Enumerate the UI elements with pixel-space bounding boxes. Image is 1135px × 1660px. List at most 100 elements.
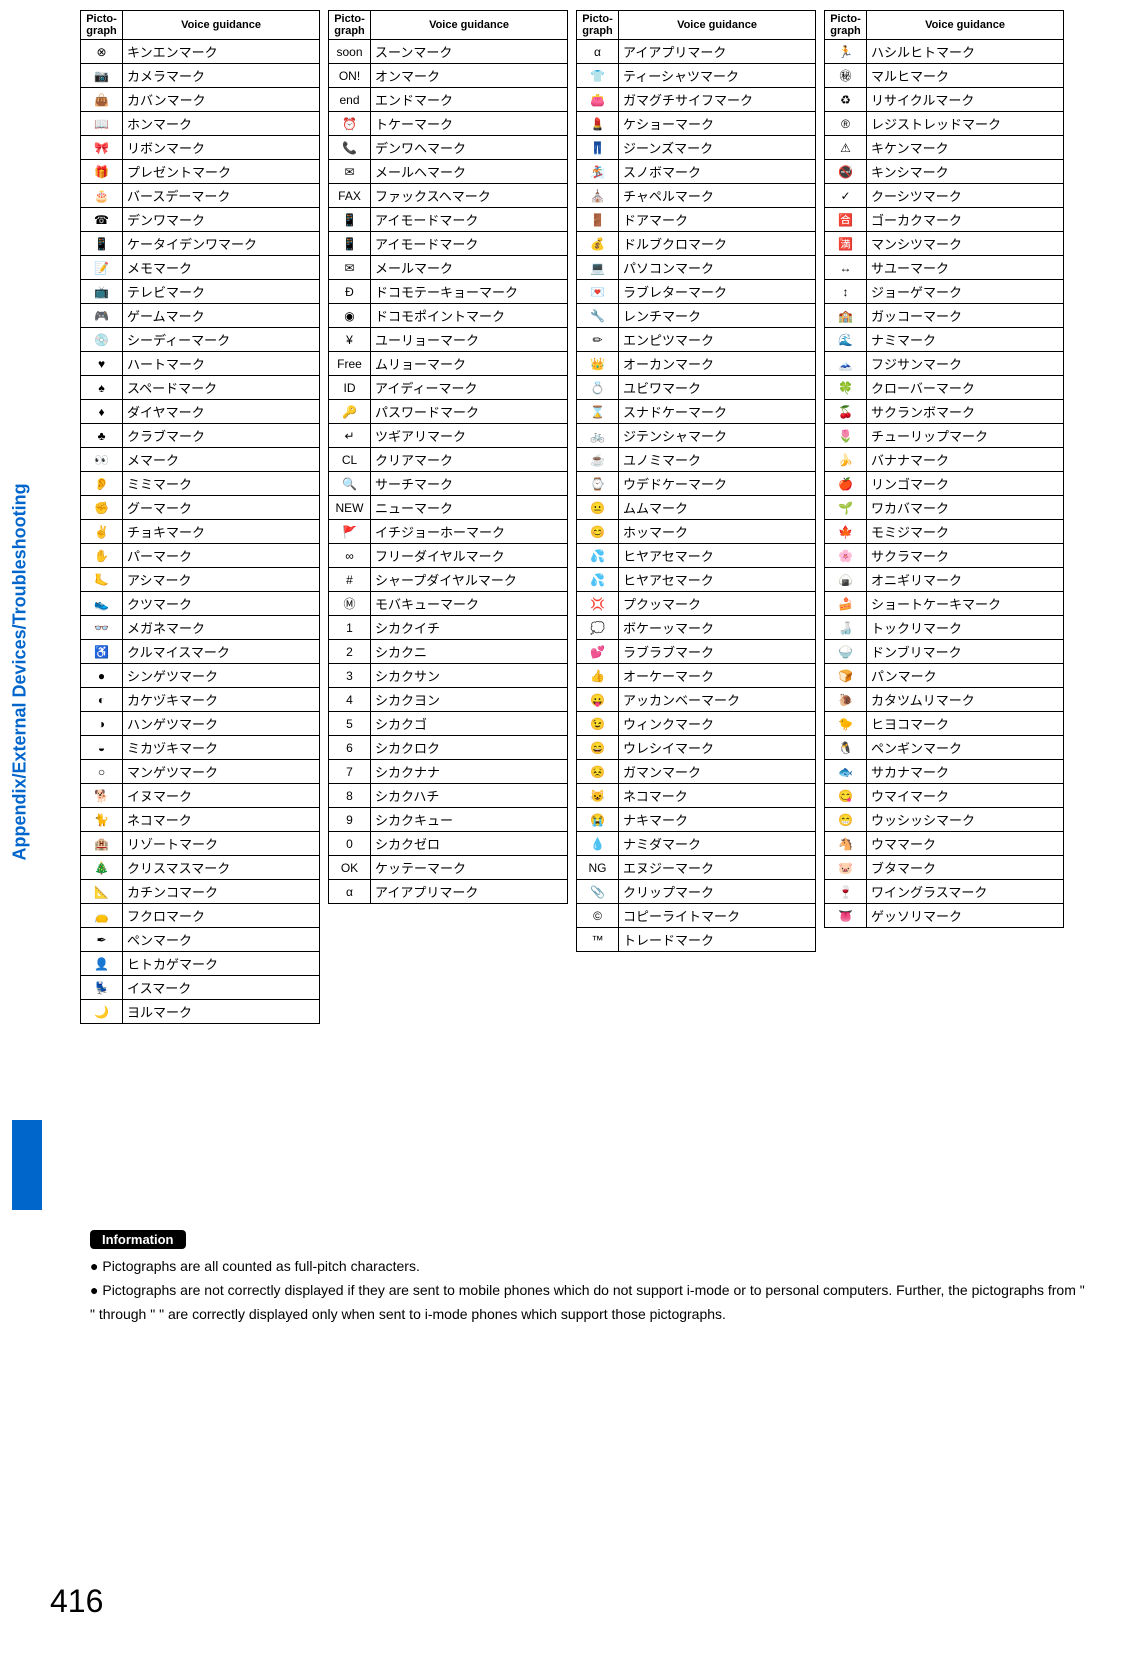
voice-guidance-text: メガネマーク: [123, 616, 320, 640]
pictograph-table-4: Picto-graphVoice guidance 🏃ハシルヒトマーク㊙マルヒマ…: [824, 10, 1064, 928]
voice-guidance-text: ウッシッシマーク: [867, 808, 1064, 832]
information-list: Pictographs are all counted as full-pitc…: [90, 1255, 1090, 1326]
pictograph-icon: ✊: [81, 496, 123, 520]
voice-guidance-text: クローバーマーク: [867, 376, 1064, 400]
voice-guidance-text: ネコマーク: [123, 808, 320, 832]
table-row: 🌸サクラマーク: [825, 544, 1064, 568]
table-row: ●シンゲツマーク: [81, 664, 320, 688]
table-row: 🍚ドンブリマーク: [825, 640, 1064, 664]
pictograph-icon: 😭: [577, 808, 619, 832]
table-row: 🔑パスワードマーク: [329, 400, 568, 424]
voice-guidance-text: ハンゲツマーク: [123, 712, 320, 736]
table-row: αアイアプリマーク: [577, 40, 816, 64]
pictograph-icon: 🈴: [825, 208, 867, 232]
voice-guidance-text: プクッマーク: [619, 592, 816, 616]
table-row: 🚩イチジョーホーマーク: [329, 520, 568, 544]
pictograph-icon: ♣: [81, 424, 123, 448]
pictograph-icon: ON!: [329, 64, 371, 88]
table-row: 💻パソコンマーク: [577, 256, 816, 280]
pictograph-icon: CL: [329, 448, 371, 472]
table-row: ☎デンワマーク: [81, 208, 320, 232]
voice-guidance-text: シカクハチ: [371, 784, 568, 808]
table-row: 🐷ブタマーク: [825, 856, 1064, 880]
table-row: 🈴ゴーカクマーク: [825, 208, 1064, 232]
pictograph-icon: 😊: [577, 520, 619, 544]
pictograph-icon: 🏨: [81, 832, 123, 856]
table-row: 👖ジーンズマーク: [577, 136, 816, 160]
voice-guidance-text: リボンマーク: [123, 136, 320, 160]
table-row: 🐴ウママーク: [825, 832, 1064, 856]
pictograph-icon: 🐈: [81, 808, 123, 832]
voice-guidance-text: ペンマーク: [123, 928, 320, 952]
voice-guidance-text: カメラマーク: [123, 64, 320, 88]
pictograph-icon: ♦: [81, 400, 123, 424]
voice-guidance-text: シカクイチ: [371, 616, 568, 640]
pictograph-icon: 🔧: [577, 304, 619, 328]
pictograph-icon: 🏫: [825, 304, 867, 328]
voice-guidance-text: ガマグチサイフマーク: [619, 88, 816, 112]
voice-guidance-text: ホンマーク: [123, 112, 320, 136]
pictograph-icon: ID: [329, 376, 371, 400]
pictograph-icon: 3: [329, 664, 371, 688]
pictograph-icon: 🚪: [577, 208, 619, 232]
pictograph-icon: 💄: [577, 112, 619, 136]
voice-guidance-text: レジストレッドマーク: [867, 112, 1064, 136]
pictograph-icon: 🏃: [825, 40, 867, 64]
side-section-label: Appendix/External Devices/Troubleshootin…: [10, 483, 31, 860]
voice-guidance-text: ワイングラスマーク: [867, 880, 1064, 904]
voice-guidance-text: シカクゴ: [371, 712, 568, 736]
voice-guidance-text: シカクロク: [371, 736, 568, 760]
voice-guidance-text: ヒヤアセマーク: [619, 568, 816, 592]
voice-guidance-text: ペンギンマーク: [867, 736, 1064, 760]
pictograph-icon: 🌙: [81, 1000, 123, 1024]
pictograph-icon: 🎄: [81, 856, 123, 880]
table-row: 🚪ドアマーク: [577, 208, 816, 232]
pictograph-icon: α: [577, 40, 619, 64]
table-row: 💕ラブラブマーク: [577, 640, 816, 664]
table-row: 💦ヒヤアセマーク: [577, 568, 816, 592]
pictograph-icon: ◑: [81, 712, 123, 736]
table-row: ✏エンピツマーク: [577, 328, 816, 352]
pictograph-icon: ㊙: [825, 64, 867, 88]
pictograph-icon: 🍶: [825, 616, 867, 640]
voice-guidance-text: イヌマーク: [123, 784, 320, 808]
pictograph-icon: ○: [81, 760, 123, 784]
pictograph-icon: 📝: [81, 256, 123, 280]
voice-guidance-text: アイディーマーク: [371, 376, 568, 400]
pictograph-icon: ✉: [329, 160, 371, 184]
voice-guidance-text: ウマイマーク: [867, 784, 1064, 808]
pictograph-icon: 📺: [81, 280, 123, 304]
voice-guidance-text: ファックスヘマーク: [371, 184, 568, 208]
voice-guidance-text: ジテンシャマーク: [619, 424, 816, 448]
table-row: ⛪チャペルマーク: [577, 184, 816, 208]
table-row: 👅ゲッソリマーク: [825, 904, 1064, 928]
voice-guidance-text: アイモードマーク: [371, 232, 568, 256]
pictograph-icon: 💧: [577, 832, 619, 856]
voice-guidance-text: イチジョーホーマーク: [371, 520, 568, 544]
info-bullet: Pictographs are not correctly displayed …: [90, 1279, 1090, 1327]
pictograph-icon: ✒: [81, 928, 123, 952]
voice-guidance-text: ミミマーク: [123, 472, 320, 496]
pictograph-icon: FAX: [329, 184, 371, 208]
table-row: ™トレードマーク: [577, 928, 816, 952]
voice-guidance-text: レンチマーク: [619, 304, 816, 328]
pictograph-icon: ∞: [329, 544, 371, 568]
voice-guidance-text: オニギリマーク: [867, 568, 1064, 592]
pictograph-icon: 🐧: [825, 736, 867, 760]
pictograph-icon: 1: [329, 616, 371, 640]
table-row: 🍁モミジマーク: [825, 520, 1064, 544]
voice-guidance-text: ケータイデンワマーク: [123, 232, 320, 256]
voice-guidance-text: シャープダイヤルマーク: [371, 568, 568, 592]
pictograph-icon: 🍀: [825, 376, 867, 400]
voice-guidance-text: パソコンマーク: [619, 256, 816, 280]
voice-guidance-text: ティーシャツマーク: [619, 64, 816, 88]
table-row: 🌊ナミマーク: [825, 328, 1064, 352]
voice-guidance-text: マンゲツマーク: [123, 760, 320, 784]
table-row: 🏂スノボマーク: [577, 160, 816, 184]
pictograph-icon: 🏂: [577, 160, 619, 184]
table-row: 📷カメラマーク: [81, 64, 320, 88]
voice-guidance-text: パーマーク: [123, 544, 320, 568]
pictograph-icon: 📖: [81, 112, 123, 136]
pictograph-icon: ✌: [81, 520, 123, 544]
voice-guidance-text: ヒヨコマーク: [867, 712, 1064, 736]
